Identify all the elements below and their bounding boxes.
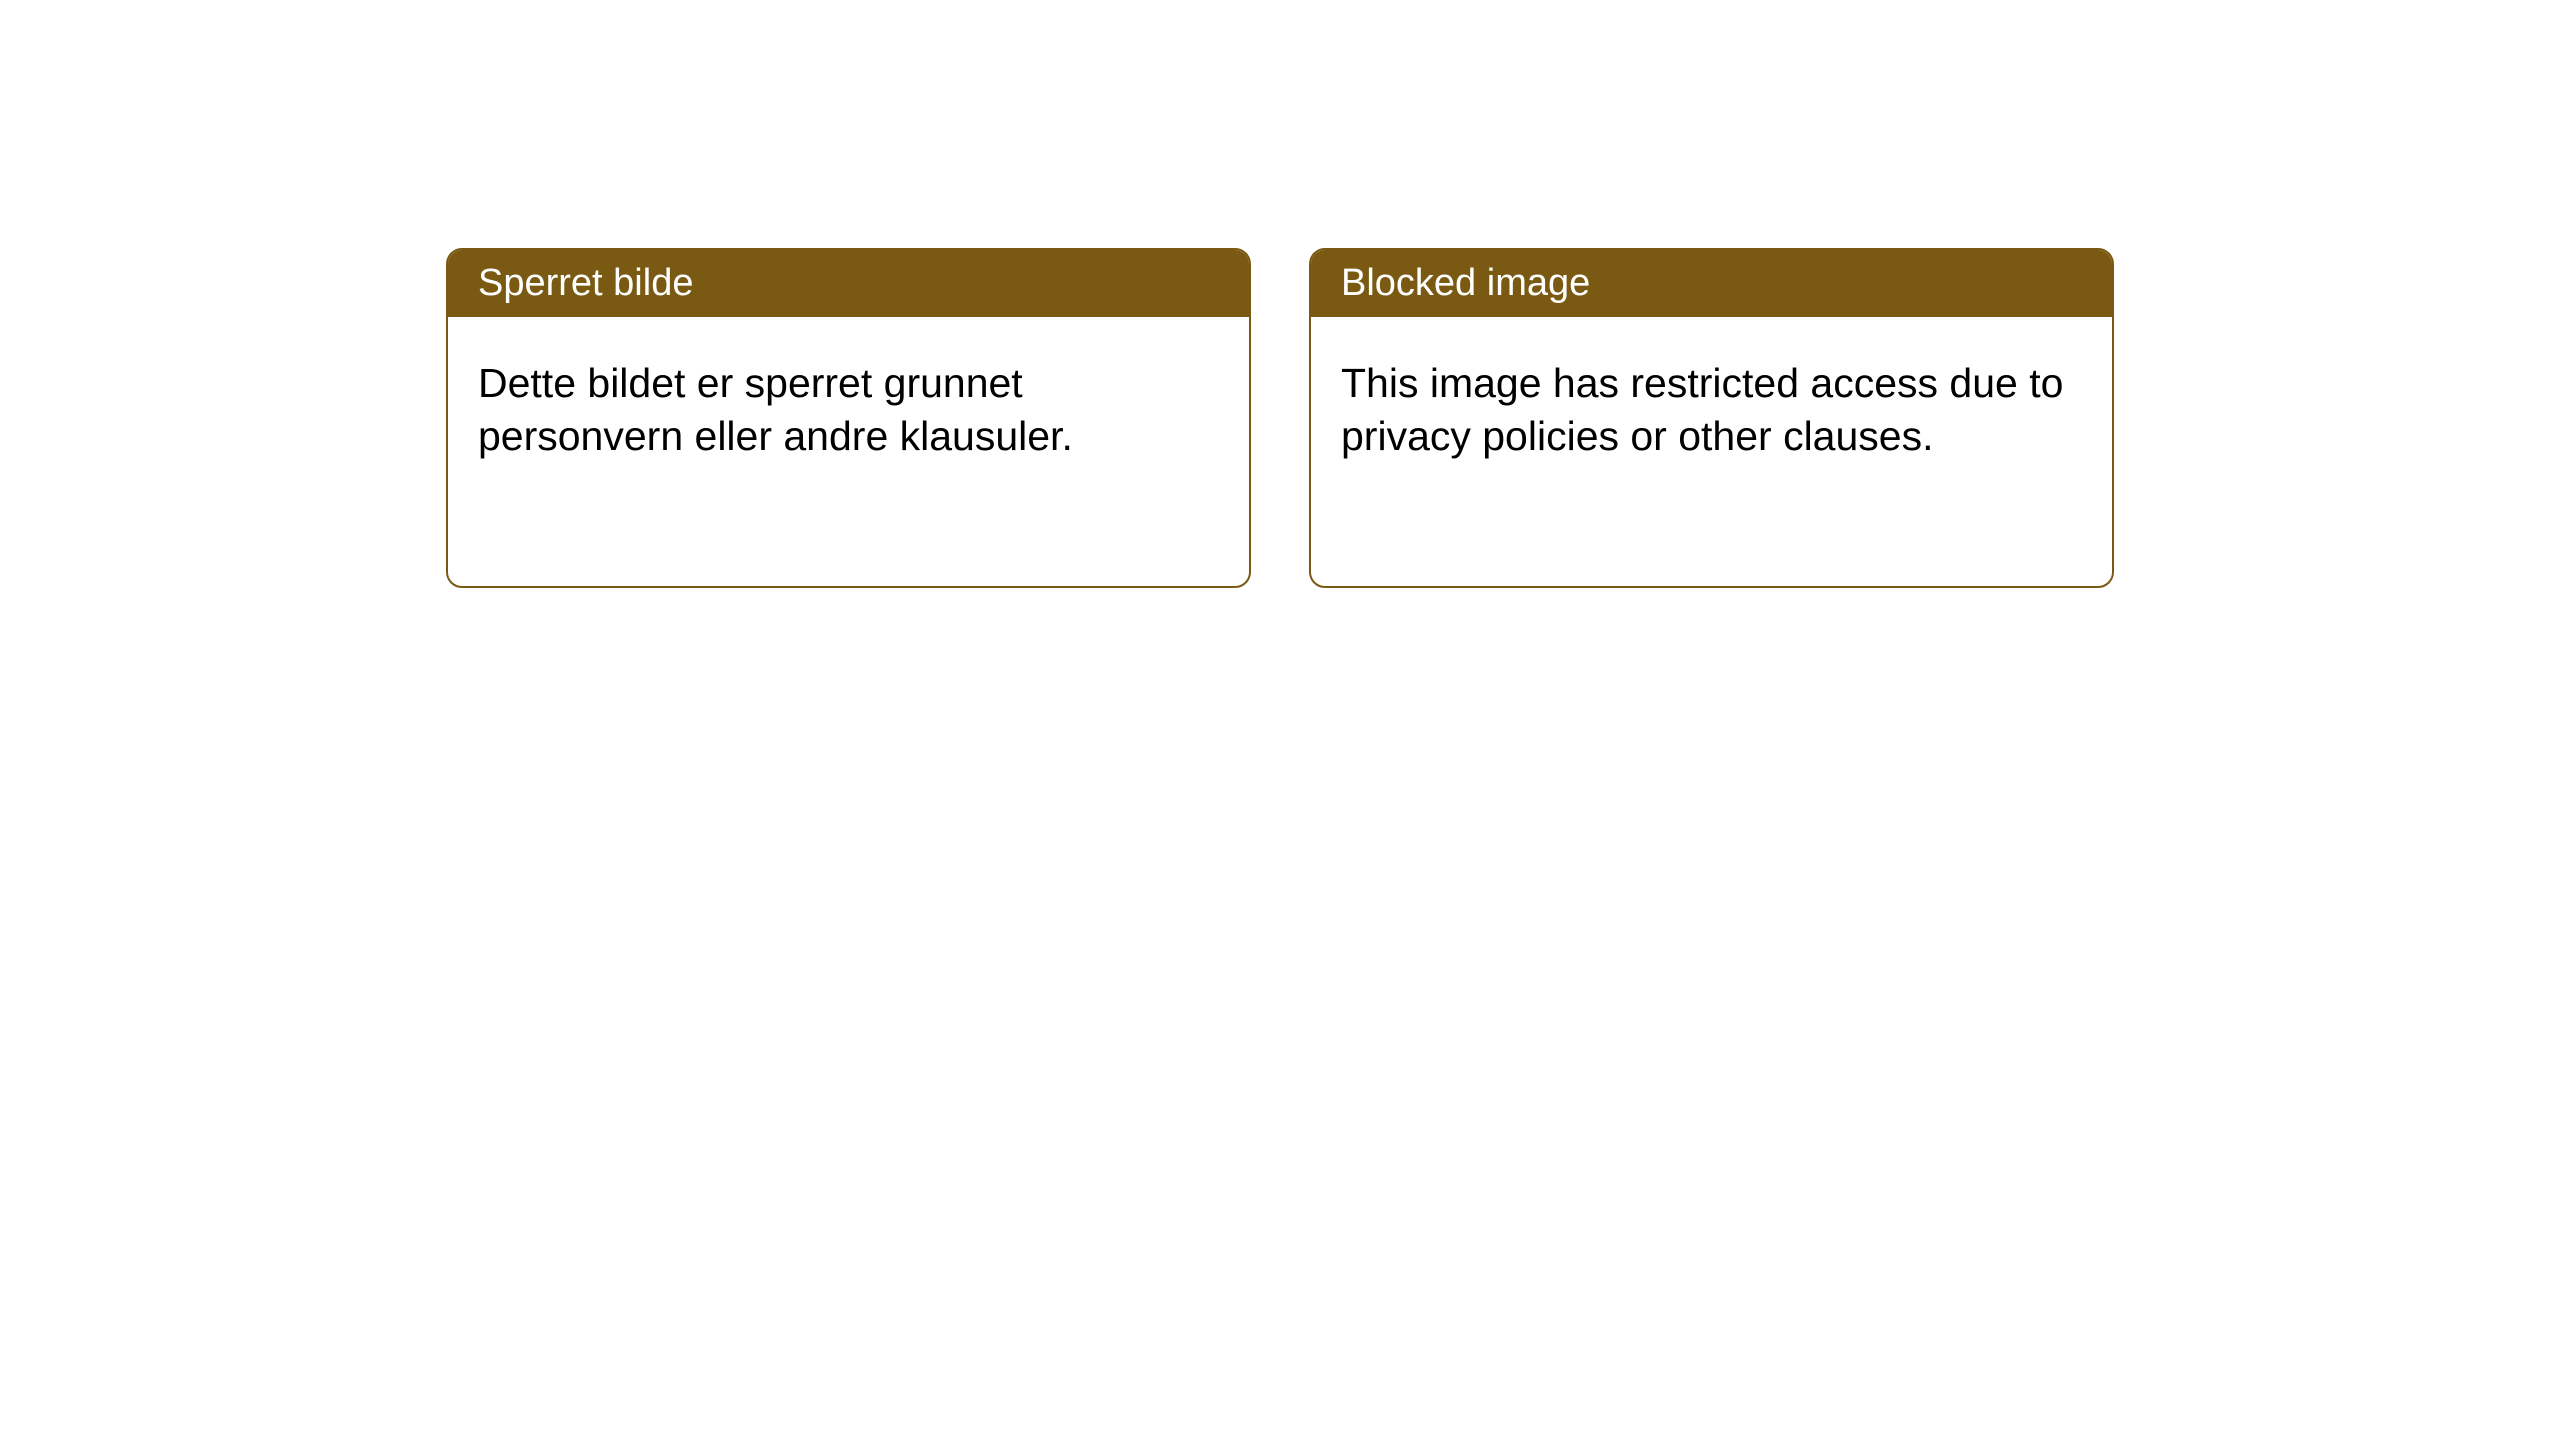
notice-card-no: Sperret bilde Dette bildet er sperret gr… xyxy=(446,248,1251,588)
notice-title-en: Blocked image xyxy=(1311,250,2112,317)
notice-container: Sperret bilde Dette bildet er sperret gr… xyxy=(446,248,2114,1440)
notice-title-no: Sperret bilde xyxy=(448,250,1249,317)
notice-body-no: Dette bildet er sperret grunnet personve… xyxy=(448,317,1249,504)
notice-body-en: This image has restricted access due to … xyxy=(1311,317,2112,504)
notice-card-en: Blocked image This image has restricted … xyxy=(1309,248,2114,588)
